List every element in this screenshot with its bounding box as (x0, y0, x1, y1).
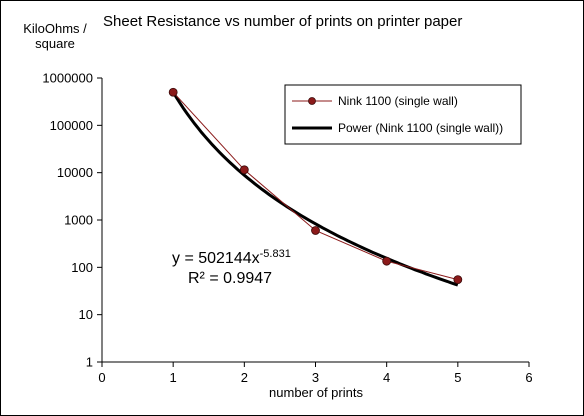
data-point (311, 226, 320, 235)
x-tick-label: 5 (454, 370, 461, 385)
y-axis-label-line2: square (35, 36, 75, 51)
y-tick-label: 1 (86, 355, 93, 370)
equation-exponent: -5.831 (260, 248, 291, 260)
y-tick-label: 100 (71, 260, 93, 275)
x-tick-label: 1 (170, 370, 177, 385)
r-squared: R² = 0.9947 (188, 270, 272, 287)
legend-entry-data: Nink 1100 (single wall) (338, 94, 458, 108)
equation-prefix: y = 502144x (172, 250, 260, 267)
x-axis-label: number of prints (269, 385, 363, 400)
y-tick-label: 10000 (57, 165, 93, 180)
chart-title: Sheet Resistance vs number of prints on … (103, 13, 462, 30)
x-tick-label: 2 (241, 370, 248, 385)
y-tick-label: 10 (79, 307, 93, 322)
y-axis-label-line1: KiloOhms / (23, 21, 87, 36)
data-point (453, 275, 463, 285)
y-tick-label: 100000 (50, 118, 93, 133)
legend-box (284, 84, 522, 145)
data-point (382, 256, 392, 266)
trendline-equation: y = 502144x-5.831 (172, 248, 291, 267)
trendline-power (171, 91, 459, 287)
y-tick-label: 1000 (64, 213, 93, 228)
legend: Nink 1100 (single wall) Power (Nink 1100… (284, 84, 522, 145)
x-axis-ticks: 0 1 2 3 4 5 6 (98, 362, 533, 385)
legend-entry-trendline: Power (Nink 1100 (single wall)) (338, 121, 503, 135)
data-point (239, 165, 249, 175)
y-axis-ticks: 1 10 100 1000 10000 100000 1000000 (42, 71, 102, 370)
x-tick-label: 0 (98, 370, 105, 385)
series-points (168, 87, 463, 285)
x-tick-label: 3 (312, 370, 319, 385)
legend-swatch-data-marker (308, 97, 316, 105)
y-tick-label: 1000000 (42, 71, 93, 86)
x-tick-label: 4 (383, 370, 390, 385)
x-tick-label: 6 (525, 370, 532, 385)
data-point (168, 87, 178, 97)
